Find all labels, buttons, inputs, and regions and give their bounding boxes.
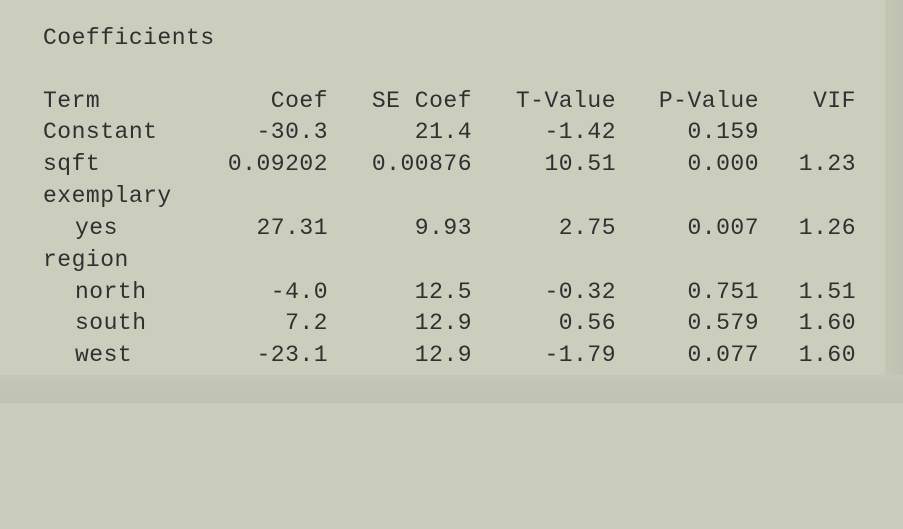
- se-coef-cell: 12.9: [414, 310, 472, 336]
- term-cell: region: [43, 247, 129, 273]
- p-value-cell: 0.159: [687, 119, 759, 145]
- term-cell: north: [75, 279, 147, 305]
- table-row: north -4.0 12.5 -0.32 0.751 1.51: [0, 281, 885, 304]
- table-header-row: Term Coef SE Coef T-Value P-Value VIF: [0, 90, 885, 113]
- term-cell: exemplary: [43, 183, 172, 209]
- header-t-value: T-Value: [515, 88, 616, 114]
- t-value-cell: -1.42: [544, 119, 616, 145]
- t-value-cell: -1.79: [544, 342, 616, 368]
- t-value-cell: 0.56: [558, 310, 616, 336]
- term-cell: sqft: [43, 151, 101, 177]
- term-cell: west: [75, 342, 133, 368]
- t-value-cell: -0.32: [544, 279, 616, 305]
- header-vif: VIF: [813, 88, 856, 114]
- p-value-cell: 0.579: [687, 310, 759, 336]
- se-coef-cell: 9.93: [414, 215, 472, 241]
- term-cell: Constant: [43, 119, 158, 145]
- header-coef: Coef: [270, 88, 328, 114]
- table-row: exemplary: [0, 185, 885, 208]
- table-title: Coefficients: [43, 25, 215, 51]
- p-value-cell: 0.000: [687, 151, 759, 177]
- vif-cell: 1.26: [798, 215, 856, 241]
- t-value-cell: 2.75: [558, 215, 616, 241]
- panel-shadow-right: [885, 0, 903, 403]
- coefficients-panel: Coefficients Term Coef SE Coef T-Value P…: [0, 25, 885, 367]
- coef-cell: 7.2: [285, 310, 328, 336]
- table-row: yes 27.31 9.93 2.75 0.007 1.26: [0, 217, 885, 240]
- vif-cell: 1.60: [798, 342, 856, 368]
- table-row: west -23.1 12.9 -1.79 0.077 1.60: [0, 344, 885, 367]
- table-row: south 7.2 12.9 0.56 0.579 1.60: [0, 312, 885, 335]
- header-term: Term: [43, 88, 101, 114]
- coef-cell: -4.0: [270, 279, 328, 305]
- se-coef-cell: 12.5: [414, 279, 472, 305]
- coef-cell: 0.09202: [227, 151, 328, 177]
- coef-cell: 27.31: [256, 215, 328, 241]
- table-row: Constant -30.3 21.4 -1.42 0.159: [0, 121, 885, 144]
- p-value-cell: 0.751: [687, 279, 759, 305]
- vif-cell: 1.51: [798, 279, 856, 305]
- header-se-coef: SE Coef: [371, 88, 472, 114]
- coef-cell: -23.1: [256, 342, 328, 368]
- t-value-cell: 10.51: [544, 151, 616, 177]
- se-coef-cell: 0.00876: [371, 151, 472, 177]
- coef-cell: -30.3: [256, 119, 328, 145]
- se-coef-cell: 21.4: [414, 119, 472, 145]
- panel-shadow-bottom: [0, 375, 903, 403]
- se-coef-cell: 12.9: [414, 342, 472, 368]
- vif-cell: 1.23: [798, 151, 856, 177]
- term-cell: yes: [75, 215, 118, 241]
- p-value-cell: 0.007: [687, 215, 759, 241]
- p-value-cell: 0.077: [687, 342, 759, 368]
- table-row: sqft 0.09202 0.00876 10.51 0.000 1.23: [0, 153, 885, 176]
- term-cell: south: [75, 310, 147, 336]
- table-row: region: [0, 249, 885, 272]
- vif-cell: 1.60: [798, 310, 856, 336]
- header-p-value: P-Value: [658, 88, 759, 114]
